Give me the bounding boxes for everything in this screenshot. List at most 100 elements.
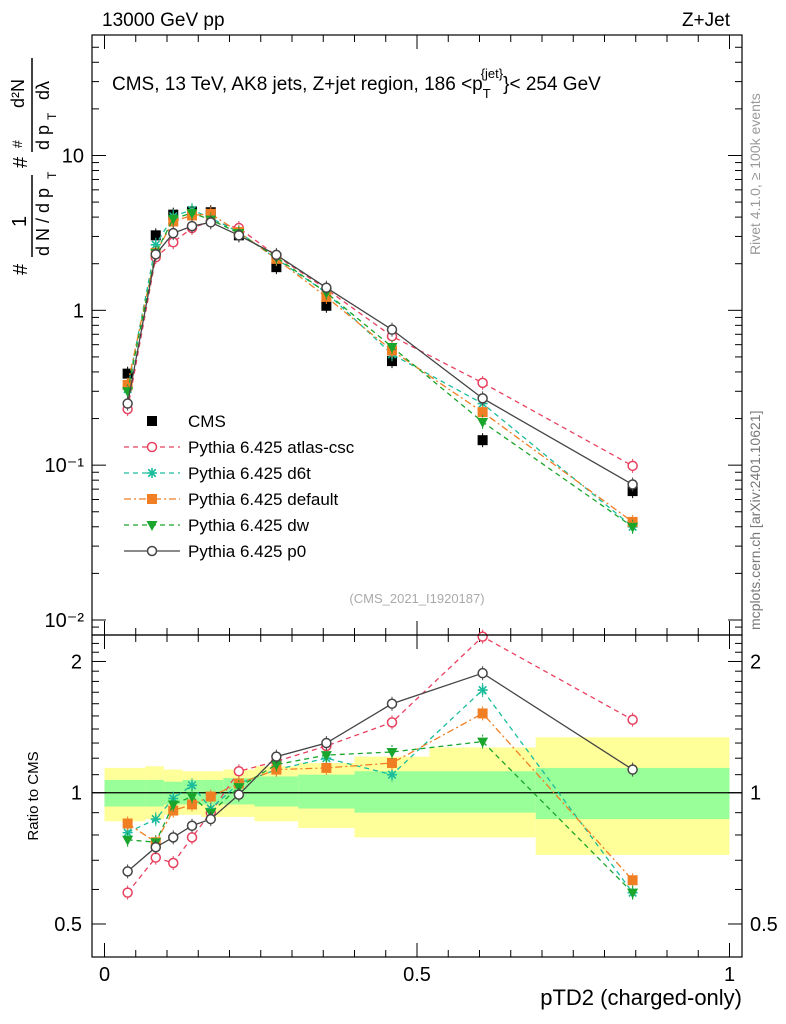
x-axis-label: pTD2 (charged-only): [540, 985, 742, 1010]
legend-marker-pythia-6-425-default: [147, 494, 157, 504]
ratio-point-pythia-6-425-dw: [627, 888, 639, 899]
ylabel-hash-1: #: [10, 263, 32, 275]
ylabel-T1: T: [45, 171, 59, 179]
main-point-pythia-6-425-p0: [168, 227, 179, 239]
ratio-point-pythia-6-425-p0: [321, 737, 332, 749]
analysis-id: (CMS_2021_I1920187): [349, 591, 484, 606]
legend: CMS Pythia 6.425 atlas-csc Pythia 6.425 d6…: [124, 412, 355, 561]
main-point-pythia-6-425-atlas-csc: [627, 460, 638, 472]
ratio-panel-frame: [91, 634, 743, 958]
ratio-point-pythia-6-425-dw: [186, 792, 198, 803]
main-point-pythia-6-425-p0: [271, 249, 282, 261]
main-axis-ticks: 1 10 10⁻² 10⁻¹: [45, 34, 742, 636]
ratio-point-pythia-6-425-atlas-csc: [386, 717, 398, 728]
ratio-point-pythia-6-425-d6t: [477, 685, 488, 696]
ratio-point-pythia-6-425-p0: [150, 841, 161, 853]
ratio-point-pythia-6-425-d6t: [150, 814, 161, 825]
main-point-pythia-6-425-dw: [386, 342, 398, 353]
main-point-pythia-6-425-p0: [122, 398, 133, 409]
ratio-series-group: [122, 629, 639, 900]
title-prefix: CMS, 13 TeV, AK8 jets, Z+jet region, 186…: [112, 74, 483, 95]
band-stat: [298, 774, 355, 809]
ratio-point-pythia-6-425-default: [627, 875, 638, 886]
ratio-point-pythia-6-425-p0: [186, 820, 198, 831]
main-point-cms: [477, 435, 488, 446]
ratio-ytick-label: 0.5: [54, 914, 82, 936]
main-point-pythia-6-425-default: [477, 407, 488, 418]
title-sup: {jet}: [481, 66, 504, 81]
ratio-point-pythia-6-425-atlas-csc: [168, 857, 179, 869]
mcplots-note: mcplots.cern.ch [arXiv:2401.10621]: [747, 411, 763, 630]
main-ytick-label: 10: [62, 145, 84, 167]
ratio-point-pythia-6-425-p0: [168, 832, 179, 843]
ratio-point-pythia-6-425-default: [122, 818, 133, 829]
legend-label-pythia-6-425-default: Pythia 6.425 default: [188, 490, 339, 509]
ratio-point-pythia-6-425-dw: [167, 800, 179, 811]
ratio-point-pythia-6-425-atlas-csc: [122, 887, 133, 898]
ratio-point-pythia-6-425-atlas-csc: [233, 766, 245, 777]
main-point-pythia-6-425-p0: [186, 220, 198, 232]
ratio-ytick-label: 2: [71, 651, 82, 673]
ratio-point-pythia-6-425-atlas-csc: [186, 832, 198, 843]
legend-label-pythia-6-425-dw: Pythia 6.425 dw: [188, 516, 310, 535]
ylabel-hash-3: #: [9, 140, 25, 148]
ratio-point-pythia-6-425-atlas-csc: [477, 631, 488, 642]
title-sub: T: [483, 86, 491, 101]
ratio-point-pythia-6-425-dw: [477, 737, 489, 748]
legend-label-cms: CMS: [188, 412, 226, 431]
legend-marker-pythia-6-425-dw: [146, 521, 158, 531]
ylabel-dp: d p: [33, 125, 53, 150]
header-left: 13000 GeV pp: [102, 10, 225, 31]
ratio-ytick-label-right: 2: [750, 651, 761, 673]
main-point-pythia-6-425-atlas-csc: [477, 377, 488, 389]
main-point-cms: [150, 230, 161, 241]
xtick-label: 1: [724, 964, 735, 986]
ratio-ylabel: Ratio to CMS: [25, 751, 42, 840]
legend-label-pythia-6-425-atlas-csc: Pythia 6.425 atlas-csc: [188, 438, 355, 457]
main-point-pythia-6-425-dw: [167, 214, 179, 225]
band-stat: [254, 776, 299, 807]
main-point-pythia-6-425-dw: [627, 522, 639, 533]
ratio-point-pythia-6-425-d6t: [122, 827, 133, 838]
ratio-point-pythia-6-425-p0: [477, 667, 488, 679]
main-point-pythia-6-425-p0: [205, 217, 216, 228]
ratio-point-pythia-6-425-dw: [386, 747, 398, 758]
title-suffix: }< 254 GeV: [503, 74, 601, 95]
main-point-pythia-6-425-dw: [477, 417, 489, 428]
header-right: Z+Jet: [682, 10, 731, 31]
main-ytick-label: 10⁻²: [45, 610, 85, 632]
ratio-point-pythia-6-425-atlas-csc: [150, 852, 161, 863]
legend-marker-pythia-6-425-p0: [146, 545, 158, 557]
main-point-cms: [122, 368, 133, 379]
main-ylabel: # 1 d N / d p T # # d²N d p T dλ: [8, 58, 59, 275]
ratio-point-pythia-6-425-p0: [627, 764, 638, 775]
main-title: CMS, 13 TeV, AK8 jets, Z+jet region, 186…: [112, 66, 601, 101]
ratio-point-pythia-6-425-p0: [205, 813, 216, 825]
ratio-point-pythia-6-425-d6t: [187, 780, 197, 791]
main-point-pythia-6-425-d6t: [150, 239, 161, 250]
main-point-pythia-6-425-default: [627, 516, 638, 527]
ratio-ytick-label-right: 0.5: [750, 914, 778, 936]
ratio-point-pythia-6-425-default: [205, 791, 216, 802]
ratio-point-pythia-6-425-default: [477, 708, 488, 719]
legend-marker-pythia-6-425-d6t: [147, 468, 157, 478]
ylabel-dN-over-dp: d N / d p: [33, 188, 53, 256]
ratio-ytick-label: 1: [71, 783, 82, 805]
band-stat: [429, 771, 536, 813]
ratio-point-pythia-6-425-atlas-csc: [627, 714, 638, 726]
main-line-pythia-6-425-dw: [126, 212, 633, 528]
legend-marker-pythia-6-425-atlas-csc: [146, 441, 158, 453]
ratio-point-pythia-6-425-default: [387, 757, 397, 768]
ratio-point-pythia-6-425-p0: [271, 751, 282, 762]
main-point-pythia-6-425-p0: [150, 249, 161, 260]
main-point-pythia-6-425-p0: [477, 393, 488, 404]
ylabel-dlambda: dλ: [33, 81, 53, 100]
main-point-pythia-6-425-p0: [386, 324, 398, 335]
legend-marker-cms: [147, 416, 157, 426]
ylabel-one: 1: [9, 216, 31, 227]
legend-label-pythia-6-425-p0: Pythia 6.425 p0: [188, 542, 306, 561]
ratio-point-pythia-6-425-default: [321, 762, 332, 773]
ratio-point-pythia-6-425-p0: [122, 866, 133, 877]
ylabel-d2N: d²N: [8, 79, 28, 108]
